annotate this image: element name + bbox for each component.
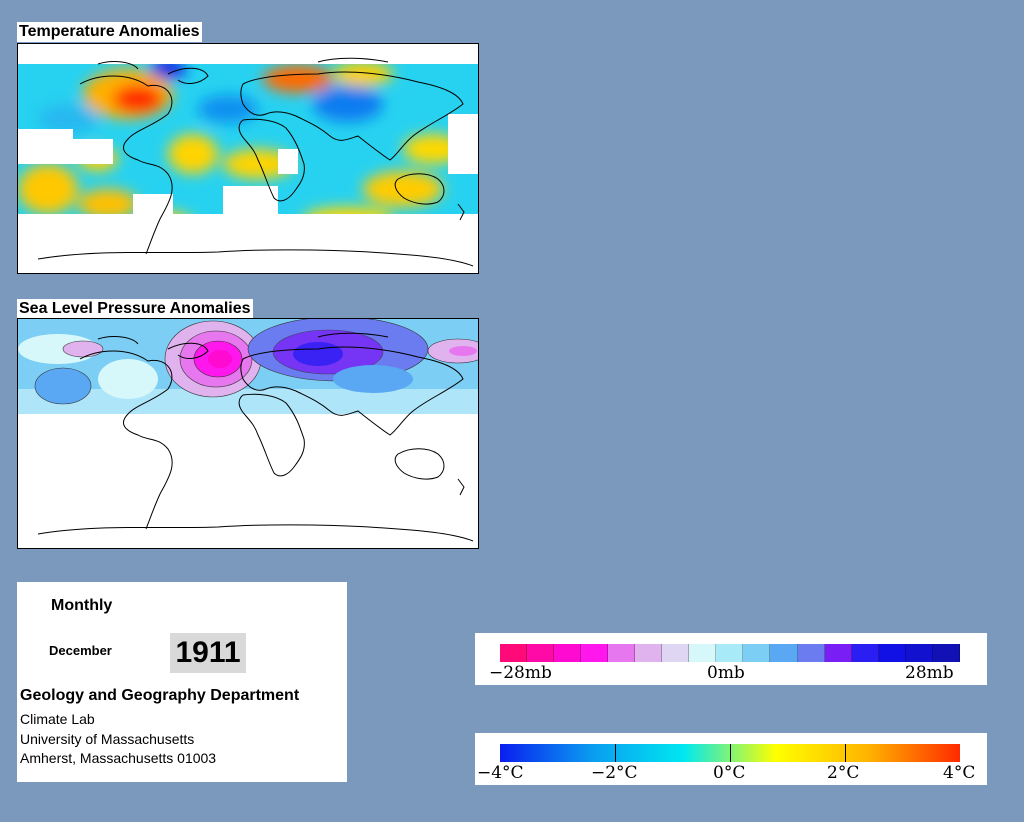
tick: [615, 744, 616, 762]
pressure-legend: −28mb 0mb 28mb: [475, 633, 987, 685]
pressure-label-min: −28mb: [489, 663, 552, 683]
pressure-color-cell: [554, 644, 582, 662]
coastlines: [37, 332, 474, 542]
temp-label-2: 2°C: [827, 763, 860, 783]
pressure-color-cell: [716, 644, 744, 662]
pressure-map-svg: [18, 319, 478, 548]
pressure-panel-title: Sea Level Pressure Anomalies: [17, 299, 253, 319]
pressure-color-cell: [527, 644, 555, 662]
coastlines: [37, 57, 474, 267]
temp-label-minus4: −4°C: [477, 763, 524, 783]
pressure-color-cell: [581, 644, 609, 662]
pressure-color-cell: [770, 644, 798, 662]
university-name: University of Massachusetts: [20, 731, 195, 747]
temperature-anomaly-map: [17, 43, 479, 274]
pressure-label-zero: 0mb: [707, 663, 745, 683]
info-box: Monthly December 1911 Geology and Geogra…: [17, 582, 347, 782]
tick: [730, 744, 731, 762]
pressure-color-cell: [905, 644, 933, 662]
temperature-panel-title: Temperature Anomalies: [17, 22, 202, 42]
temperature-legend: −4°C −2°C 0°C 2°C 4°C: [475, 733, 987, 785]
pressure-color-cell: [662, 644, 690, 662]
temperature-ticks: [500, 744, 960, 762]
lab-name: Climate Lab: [20, 711, 95, 727]
pressure-color-cell: [932, 644, 960, 662]
pressure-color-cell: [608, 644, 636, 662]
pressure-color-cell: [635, 644, 663, 662]
temp-label-minus2: −2°C: [591, 763, 638, 783]
pressure-color-cell: [797, 644, 825, 662]
year-display: 1911: [170, 633, 246, 673]
temp-label-4: 4°C: [943, 763, 976, 783]
pressure-color-cell: [824, 644, 852, 662]
pressure-label-max: 28mb: [905, 663, 954, 683]
pressure-color-cell: [743, 644, 771, 662]
pressure-anomaly-map: [17, 318, 479, 549]
pressure-color-cell: [878, 644, 906, 662]
month-label: December: [49, 643, 112, 658]
address: Amherst, Massachusetts 01003: [20, 750, 217, 766]
temperature-map-svg: [18, 44, 478, 273]
department-name: Geology and Geography Department: [20, 687, 300, 704]
pressure-color-cell: [500, 644, 528, 662]
temp-label-0: 0°C: [713, 763, 746, 783]
pressure-color-scale: [500, 644, 960, 662]
pressure-color-cell: [689, 644, 717, 662]
period-label: Monthly: [51, 597, 113, 614]
tick: [845, 744, 846, 762]
pressure-color-cell: [851, 644, 879, 662]
